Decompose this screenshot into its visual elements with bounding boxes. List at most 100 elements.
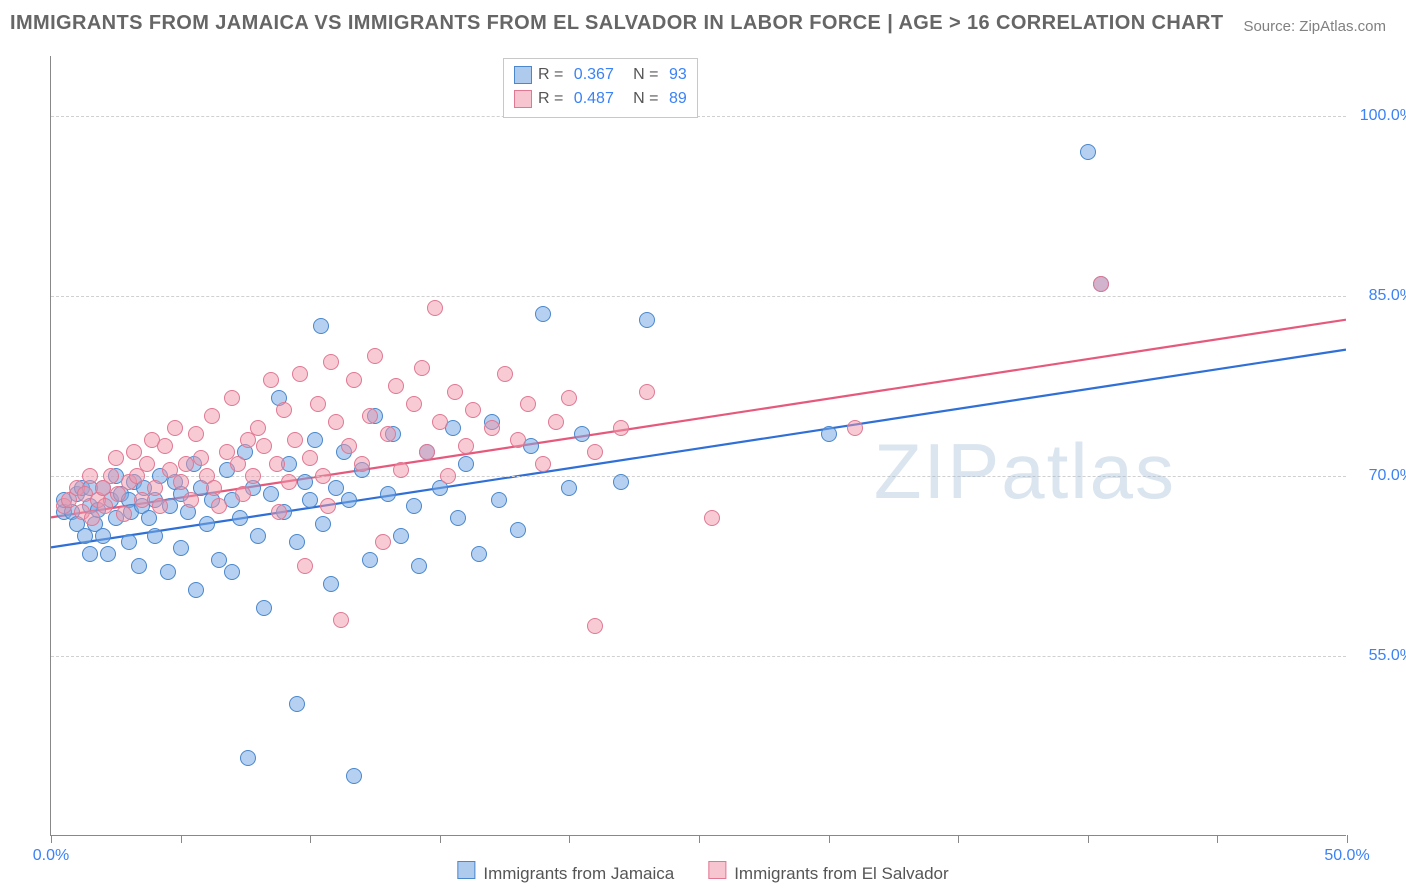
gridline bbox=[51, 656, 1346, 657]
data-point bbox=[440, 468, 456, 484]
data-point bbox=[561, 390, 577, 406]
data-point bbox=[157, 438, 173, 454]
series-legend: Immigrants from Jamaica Immigrants from … bbox=[457, 861, 948, 884]
data-point bbox=[235, 486, 251, 502]
data-point bbox=[84, 510, 100, 526]
data-point bbox=[1093, 276, 1109, 292]
data-point bbox=[178, 456, 194, 472]
data-point bbox=[271, 504, 287, 520]
data-point bbox=[97, 498, 113, 514]
data-point bbox=[103, 468, 119, 484]
data-point bbox=[367, 348, 383, 364]
data-point bbox=[450, 510, 466, 526]
x-tick bbox=[1347, 835, 1348, 843]
data-point bbox=[465, 402, 481, 418]
x-tick bbox=[958, 835, 959, 843]
data-point bbox=[323, 576, 339, 592]
data-point bbox=[82, 468, 98, 484]
legend-label: Immigrants from Jamaica bbox=[483, 864, 674, 883]
legend-n-value: 93 bbox=[669, 63, 687, 87]
data-point bbox=[1080, 144, 1096, 160]
data-point bbox=[491, 492, 507, 508]
data-point bbox=[287, 432, 303, 448]
correlation-legend: R = 0.367 N = 93 R = 0.487 N = 89 bbox=[503, 58, 698, 118]
x-tick bbox=[699, 835, 700, 843]
data-point bbox=[160, 564, 176, 580]
source-attribution: Source: ZipAtlas.com bbox=[1243, 18, 1386, 35]
data-point bbox=[297, 474, 313, 490]
data-point bbox=[206, 480, 222, 496]
data-point bbox=[380, 426, 396, 442]
data-point bbox=[188, 582, 204, 598]
data-point bbox=[245, 468, 261, 484]
data-point bbox=[289, 696, 305, 712]
data-point bbox=[232, 510, 248, 526]
legend-n-label: N = bbox=[620, 63, 663, 87]
y-tick-label: 85.0% bbox=[1352, 287, 1406, 305]
data-point bbox=[393, 462, 409, 478]
data-point bbox=[362, 552, 378, 568]
data-point bbox=[346, 372, 362, 388]
y-tick-label: 70.0% bbox=[1352, 467, 1406, 485]
data-point bbox=[82, 546, 98, 562]
data-point bbox=[388, 378, 404, 394]
gridline bbox=[51, 116, 1346, 117]
data-point bbox=[126, 444, 142, 460]
data-point bbox=[116, 506, 132, 522]
data-point bbox=[131, 558, 147, 574]
data-point bbox=[108, 450, 124, 466]
legend-row: R = 0.367 N = 93 bbox=[514, 63, 687, 87]
data-point bbox=[173, 474, 189, 490]
data-point bbox=[639, 312, 655, 328]
data-point bbox=[224, 564, 240, 580]
data-point bbox=[250, 420, 266, 436]
data-point bbox=[281, 474, 297, 490]
legend-r-value: 0.487 bbox=[574, 87, 614, 111]
legend-label: Immigrants from El Salvador bbox=[734, 864, 948, 883]
data-point bbox=[406, 498, 422, 514]
data-point bbox=[211, 552, 227, 568]
data-point bbox=[548, 414, 564, 430]
data-point bbox=[307, 432, 323, 448]
data-point bbox=[613, 420, 629, 436]
data-point bbox=[256, 600, 272, 616]
data-point bbox=[432, 414, 448, 430]
data-point bbox=[427, 300, 443, 316]
data-point bbox=[313, 318, 329, 334]
data-point bbox=[704, 510, 720, 526]
data-point bbox=[139, 456, 155, 472]
data-point bbox=[821, 426, 837, 442]
data-point bbox=[211, 498, 227, 514]
data-point bbox=[613, 474, 629, 490]
data-point bbox=[561, 480, 577, 496]
data-point bbox=[639, 384, 655, 400]
data-point bbox=[497, 366, 513, 382]
legend-r-label: R = bbox=[538, 87, 568, 111]
legend-item: Immigrants from El Salvador bbox=[708, 861, 948, 884]
data-point bbox=[333, 612, 349, 628]
data-point bbox=[471, 546, 487, 562]
data-point bbox=[419, 444, 435, 460]
data-point bbox=[510, 432, 526, 448]
data-point bbox=[380, 486, 396, 502]
data-point bbox=[269, 456, 285, 472]
x-tick bbox=[1088, 835, 1089, 843]
data-point bbox=[147, 528, 163, 544]
data-point bbox=[847, 420, 863, 436]
data-point bbox=[323, 354, 339, 370]
data-point bbox=[230, 456, 246, 472]
data-point bbox=[302, 492, 318, 508]
data-point bbox=[341, 492, 357, 508]
data-point bbox=[276, 402, 292, 418]
y-tick-label: 55.0% bbox=[1352, 647, 1406, 665]
x-tick bbox=[569, 835, 570, 843]
data-point bbox=[310, 396, 326, 412]
data-point bbox=[354, 456, 370, 472]
swatch-icon bbox=[708, 861, 726, 879]
x-tick-label: 50.0% bbox=[1324, 847, 1369, 865]
data-point bbox=[328, 414, 344, 430]
data-point bbox=[346, 768, 362, 784]
data-point bbox=[520, 396, 536, 412]
data-point bbox=[375, 534, 391, 550]
data-point bbox=[447, 384, 463, 400]
